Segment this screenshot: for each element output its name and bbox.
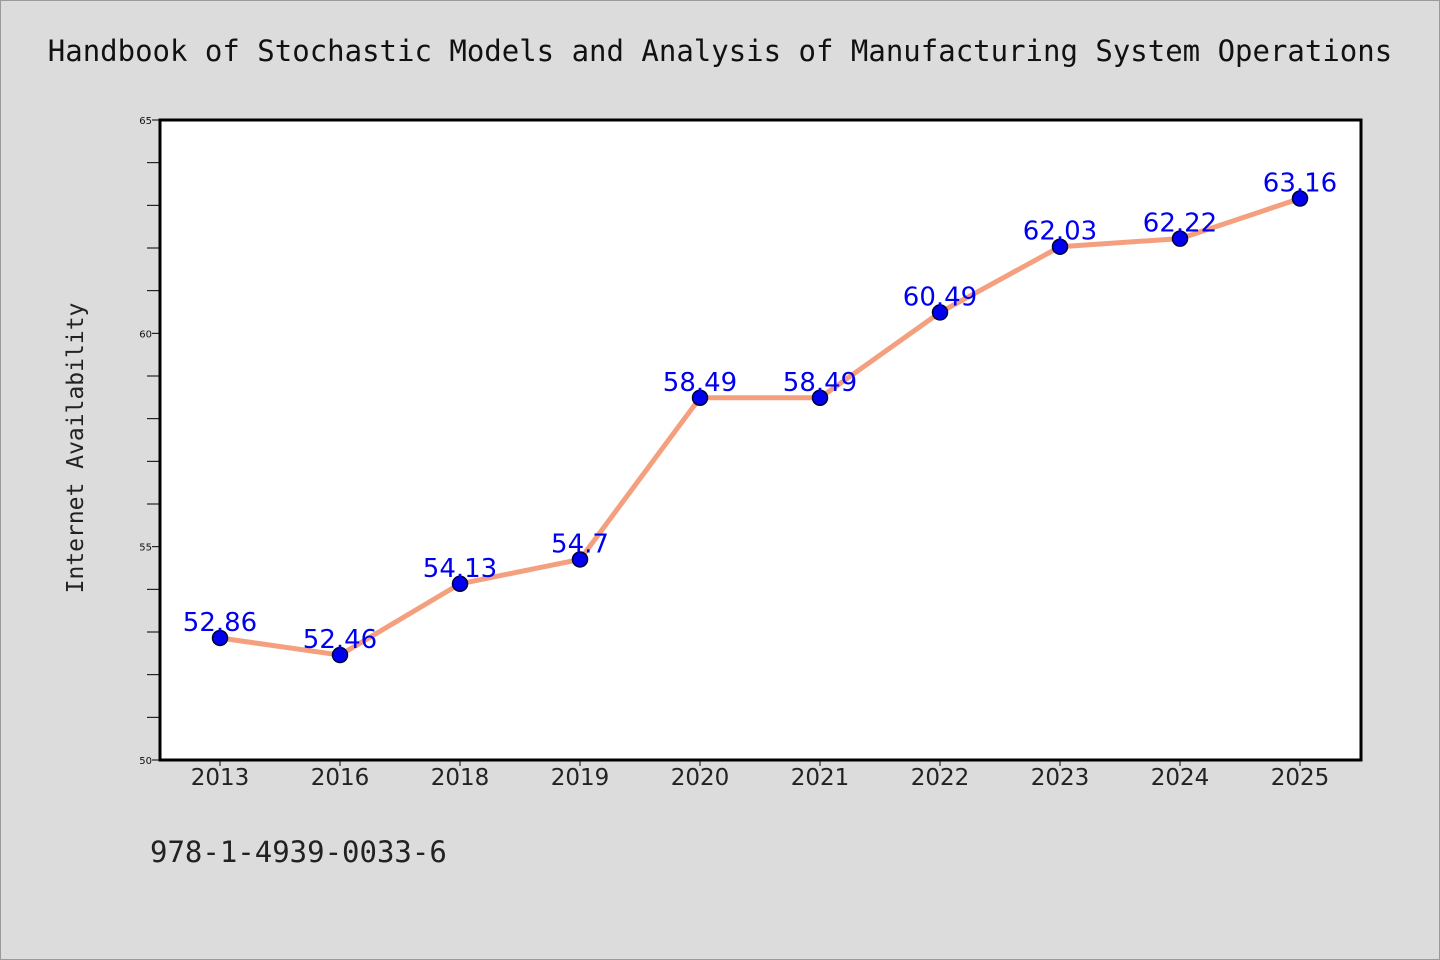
x-tick-label: 2020 [671,765,730,791]
series-line-group [217,196,1303,658]
y-tick-label: 50 [139,756,152,767]
data-point-marker [1171,230,1189,247]
x-tick-label: 2022 [911,765,970,791]
x-tick-label: 2018 [431,765,490,791]
x-axis: 2013 2016 2018 2019 2020 2021 2022 2023 2024 2025 [191,761,1330,791]
y-axis: 50 55 60 65 [139,116,159,767]
x-tick-label: 2019 [551,765,610,791]
y-tick-label: 65 [139,116,152,127]
data-label: 58.49 [783,368,857,398]
x-tick-label: 2023 [1031,765,1090,791]
isbn-footnote: 978-1-4939-0033-6 [150,835,447,869]
data-label: 60.49 [903,282,977,312]
data-point-marker [211,629,229,647]
y-tick-label: 60 [139,329,152,340]
data-point-marker [811,389,829,407]
marker-group [211,190,1309,664]
x-tick-label: 2025 [1271,765,1330,791]
x-tick-label: 2013 [191,765,250,791]
data-label-group: 52.86 52.46 54.13 54.7 58.49 58.49 60.49 62.03 6… [183,169,1337,656]
data-label: 52.86 [183,608,257,638]
series-line [217,196,1303,658]
data-point-marker [331,646,349,664]
data-label: 52.46 [303,625,377,655]
x-tick-label: 2024 [1151,765,1210,791]
data-label: 54.13 [423,554,497,584]
data-point-marker [691,389,709,407]
chart-title: Handbook of Stochastic Models and Analys… [47,34,1393,68]
data-label: 63.16 [1263,169,1337,199]
data-point-marker [1291,190,1309,207]
data-point-marker [931,304,949,321]
data-label: 62.03 [1023,217,1097,247]
data-label: 58.49 [663,368,737,398]
y-axis-title: Internet Availability [63,302,89,594]
data-point-marker [1051,238,1069,255]
x-tick-label: 2016 [311,765,370,791]
x-tick-label: 2021 [791,765,850,791]
y-tick-label: 55 [139,543,152,554]
data-point-marker [571,551,589,568]
data-label: 54.7 [551,529,609,559]
data-point-marker [451,575,469,593]
data-label: 62.22 [1143,209,1217,239]
plot-area [158,118,1363,762]
